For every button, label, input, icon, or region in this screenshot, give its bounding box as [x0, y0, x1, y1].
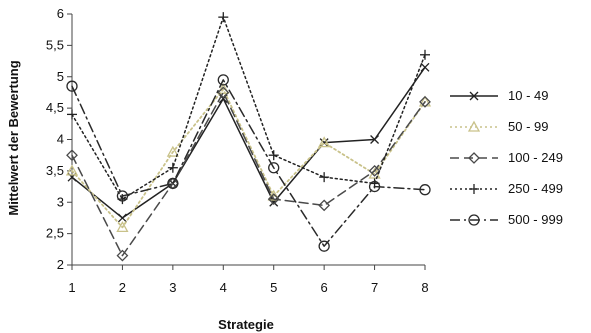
series-line [71, 91, 426, 257]
x-tick-label: 2 [119, 280, 126, 295]
x-tick-label: 1 [68, 280, 75, 295]
triangle-marker [318, 136, 331, 148]
series-group [65, 82, 432, 233]
circle-marker [217, 74, 229, 86]
circle-marker [368, 180, 381, 193]
diamond-marker [318, 199, 331, 212]
series-group [66, 74, 431, 252]
series-line [71, 79, 426, 247]
triangle-marker [418, 95, 432, 107]
circle-marker [66, 80, 78, 92]
x-tick-label: 3 [169, 280, 176, 295]
legend-label: 50 - 99 [508, 119, 548, 134]
x-marker [218, 94, 228, 104]
series-lines [65, 12, 432, 262]
legend-label: 100 - 249 [508, 150, 563, 165]
circle-marker [419, 184, 431, 196]
legend-item: 250 - 499 [450, 181, 563, 196]
circle-marker [318, 240, 330, 252]
y-tick-label: 3,5 [46, 163, 64, 178]
legend-item: 100 - 249 [450, 150, 563, 165]
triangle-marker [166, 145, 179, 157]
y-tick-label: 3 [57, 194, 64, 209]
circle-marker [116, 190, 129, 202]
y-tick-label: 5 [57, 69, 64, 84]
triangle-marker [217, 82, 230, 94]
x-marker [370, 135, 380, 144]
legend: 10 - 49 50 - 99 100 - 249 250 - 499 500 - 99… [450, 88, 563, 227]
circle-marker [167, 177, 179, 190]
y-axis-label: Mittelwert der Bewertung [6, 60, 21, 215]
diamond-marker [419, 95, 431, 108]
x-tick-label: 7 [371, 280, 378, 295]
x-axis-label: Strategie [218, 317, 274, 332]
axis-ticks: 22,533,544,555,561 2 3 4 5 6 7 8 [46, 6, 429, 295]
legend-label: 250 - 499 [508, 181, 563, 196]
diamond-marker [66, 149, 78, 162]
legend-item: 10 - 49 [450, 88, 548, 103]
x-marker [117, 213, 127, 223]
triangle-marker [267, 189, 280, 201]
series-line [71, 88, 426, 229]
x-tick-label: 4 [220, 280, 227, 295]
x-tick-label: 5 [270, 280, 277, 295]
series-line [71, 66, 426, 219]
legend-label: 500 - 999 [508, 212, 563, 227]
series-group [67, 12, 430, 205]
y-tick-label: 2 [57, 257, 64, 272]
triangle-marker [467, 120, 481, 132]
legend-label: 10 - 49 [508, 88, 548, 103]
x-marker [420, 62, 430, 72]
circle-marker [468, 214, 480, 226]
series-line [71, 16, 426, 200]
diamond-marker [468, 152, 480, 164]
circle-marker [268, 162, 280, 174]
y-tick-label: 5,5 [46, 37, 64, 52]
y-tick-label: 4 [57, 132, 64, 147]
x-tick-label: 6 [321, 280, 328, 295]
x-tick-label: 8 [421, 280, 428, 295]
y-tick-label: 6 [57, 6, 64, 21]
diamond-marker [368, 164, 381, 177]
y-tick-label: 2,5 [46, 226, 64, 241]
diamond-marker [116, 249, 129, 262]
diamond-marker [267, 193, 280, 206]
triangle-marker [116, 221, 129, 233]
triangle-marker [65, 164, 79, 176]
diamond-marker [217, 86, 230, 99]
x-marker [469, 91, 479, 101]
legend-item: 500 - 999 [450, 212, 563, 227]
series-group [66, 86, 431, 262]
y-tick-label: 4,5 [46, 100, 64, 115]
legend-item: 50 - 99 [450, 119, 548, 134]
